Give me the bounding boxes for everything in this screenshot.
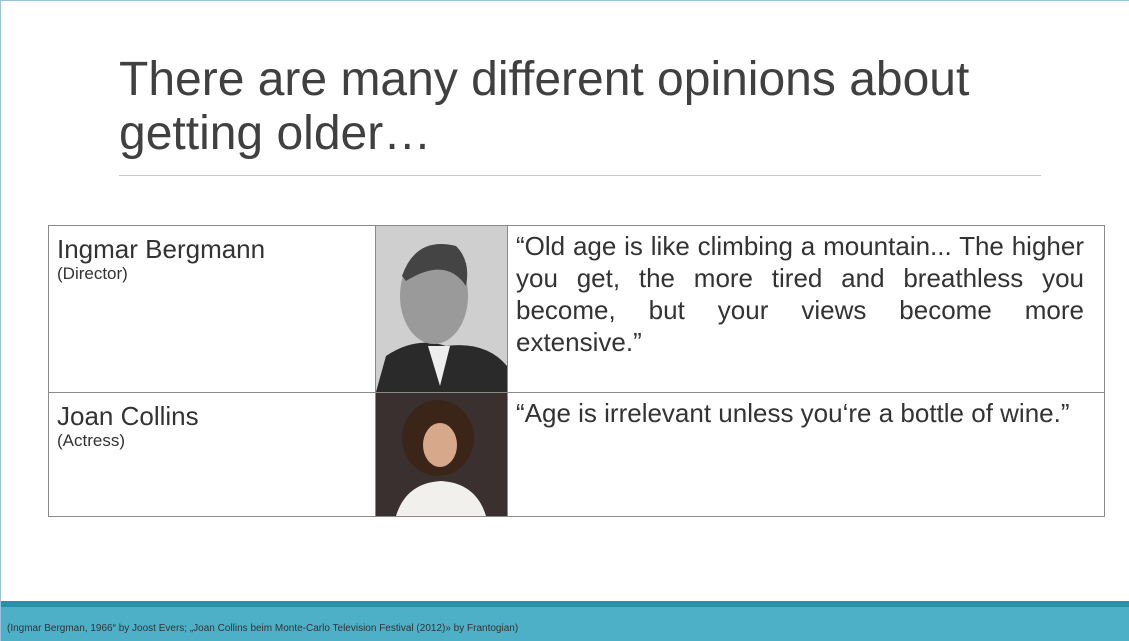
person-name: Joan Collins	[57, 401, 367, 431]
slide: There are many different opinions about …	[0, 0, 1129, 641]
quote-table: Ingmar Bergmann (Director) “Old age is l…	[48, 225, 1105, 517]
person-role: (Actress)	[57, 431, 367, 451]
footer-bar	[1, 601, 1129, 641]
table-row: Ingmar Bergmann (Director) “Old age is l…	[49, 226, 1105, 393]
footer-credit: (Ingmar Bergman, 1966“ by Joost Evers; „…	[7, 623, 518, 634]
slide-title: There are many different opinions about …	[119, 53, 1019, 161]
person-role: (Director)	[57, 264, 367, 284]
title-rule	[119, 175, 1041, 176]
photo-cell	[376, 226, 508, 393]
person-cell: Ingmar Bergmann (Director)	[49, 226, 376, 393]
quote-cell: “Age is irrelevant unless you‘re a bottl…	[508, 393, 1105, 517]
person-name: Ingmar Bergmann	[57, 234, 367, 264]
photo-cell	[376, 393, 508, 517]
photo	[376, 226, 507, 392]
photo	[376, 393, 507, 516]
quote-cell: “Old age is like climbing a mountain... …	[508, 226, 1105, 393]
table-row: Joan Collins (Actress) “Age is irrelevan…	[49, 393, 1105, 517]
person-cell: Joan Collins (Actress)	[49, 393, 376, 517]
